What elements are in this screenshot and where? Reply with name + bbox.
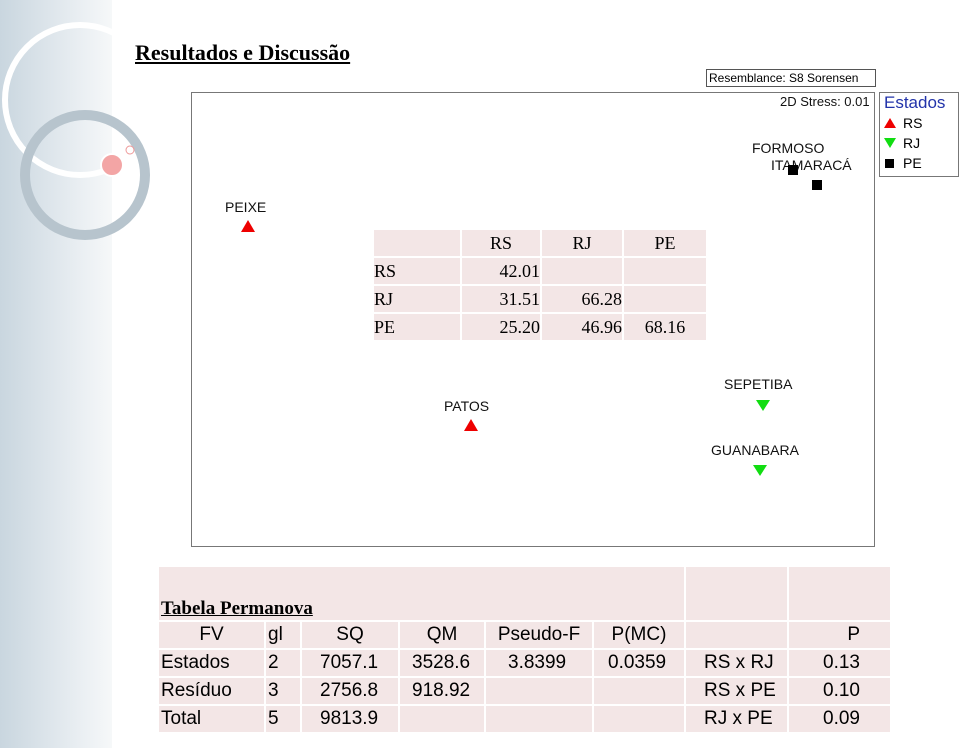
header-cell: P(MC) — [592, 620, 686, 650]
row: PE 25.20 46.96 68.16 — [372, 312, 708, 342]
cell: 0.09 — [787, 704, 892, 734]
row: Estados 2 7057.1 3528.6 3.8399 0.0359 RS… — [157, 648, 892, 678]
cell: 42.01 — [460, 256, 542, 286]
cell: 2756.8 — [300, 676, 400, 706]
legend-item: PE — [903, 155, 922, 171]
slide-title: Resultados e Discussão — [135, 40, 351, 65]
dot — [100, 153, 124, 177]
marker-rs — [241, 220, 255, 232]
cell — [622, 256, 708, 286]
cell: 7057.1 — [300, 648, 400, 678]
legend-marker — [884, 118, 896, 128]
header-cell: RJ — [540, 228, 624, 258]
cell: 68.16 — [622, 312, 708, 342]
row: Total 5 9813.9 RJ x PE 0.09 — [157, 704, 892, 734]
legend-markers — [884, 118, 896, 168]
header-cell: FV — [157, 620, 266, 650]
row: Tabela Permanova — [157, 565, 892, 622]
marker-pe — [788, 165, 798, 175]
ring — [2, 22, 158, 178]
row: RS 42.01 — [372, 256, 708, 286]
point-label: PATOS — [444, 398, 490, 414]
legend-item: RJ — [903, 135, 921, 151]
similarity-table: RS RJ PE RS 42.01 RJ 31.51 66.28 PE 25.20 46.96… — [372, 228, 708, 342]
cell: 0.0359 — [592, 648, 686, 678]
decoration-circles — [2, 22, 158, 240]
legend: Estados RS RJ PE — [879, 92, 959, 177]
row: RJ 31.51 66.28 — [372, 284, 708, 314]
cell — [684, 620, 789, 650]
permanova-table: Tabela Permanova FV gl SQ QM Pseudo-F P(… — [157, 565, 892, 734]
header-cell: RS — [460, 228, 542, 258]
cell — [592, 704, 686, 734]
cell — [484, 704, 594, 734]
point-label: GUANABARA — [711, 442, 799, 458]
marker-rj — [756, 400, 770, 411]
header-cell: Pseudo-F — [484, 620, 594, 650]
cell: 3528.6 — [398, 648, 486, 678]
cell: RJ — [372, 284, 462, 314]
legend-title: Estados — [884, 93, 946, 112]
cell: 9813.9 — [300, 704, 400, 734]
marker-pe — [812, 180, 822, 190]
resemblance-label: Resemblance: S8 Sorensen — [706, 69, 876, 87]
cell: RS x PE — [684, 676, 789, 706]
marker-rj — [753, 465, 767, 476]
cell: 5 — [264, 704, 302, 734]
cell: 3.8399 — [484, 648, 594, 678]
legend-marker — [884, 138, 896, 148]
point-label: FORMOSO — [752, 140, 825, 156]
cell — [540, 256, 624, 286]
marker-rs — [464, 419, 478, 431]
cell: 25.20 — [460, 312, 542, 342]
cell: Estados — [157, 648, 266, 678]
cell — [787, 565, 892, 622]
cell: 3 — [264, 676, 302, 706]
cell: 2 — [264, 648, 302, 678]
cell — [484, 676, 594, 706]
header-cell: P — [787, 620, 892, 650]
cell: Total — [157, 704, 266, 734]
header-cell: SQ — [300, 620, 400, 650]
cell — [592, 676, 686, 706]
cell: 46.96 — [540, 312, 624, 342]
point-label: SEPETIBA — [724, 376, 793, 392]
header-cell: PE — [622, 228, 708, 258]
cell: 66.28 — [540, 284, 624, 314]
row: FV gl SQ QM Pseudo-F P(MC) P — [157, 620, 892, 650]
row: Resíduo 3 2756.8 918.92 RS x PE 0.10 — [157, 676, 892, 706]
dot — [125, 145, 135, 155]
mds-plot — [191, 92, 875, 547]
cell: Resíduo — [157, 676, 266, 706]
legend-item: RS — [903, 115, 923, 131]
cell: 918.92 — [398, 676, 486, 706]
cell: 0.13 — [787, 648, 892, 678]
row: RS RJ PE — [372, 228, 708, 258]
point-label: PEIXE — [225, 199, 267, 215]
cell: PE — [372, 312, 462, 342]
cell: 31.51 — [460, 284, 542, 314]
cell — [398, 704, 486, 734]
cell: RS x RJ — [684, 648, 789, 678]
stress-label: 2D Stress: 0.01 — [780, 94, 870, 109]
cell: 0.10 — [787, 676, 892, 706]
ring — [20, 110, 150, 240]
cell — [372, 228, 462, 258]
legend-marker — [885, 159, 894, 168]
header-cell: QM — [398, 620, 486, 650]
cell — [684, 565, 789, 622]
markers — [241, 165, 822, 476]
table-title: Tabela Permanova — [157, 565, 686, 622]
cell: RS — [372, 256, 462, 286]
cell: RJ x PE — [684, 704, 789, 734]
header-cell: gl — [264, 620, 302, 650]
cell — [622, 284, 708, 314]
